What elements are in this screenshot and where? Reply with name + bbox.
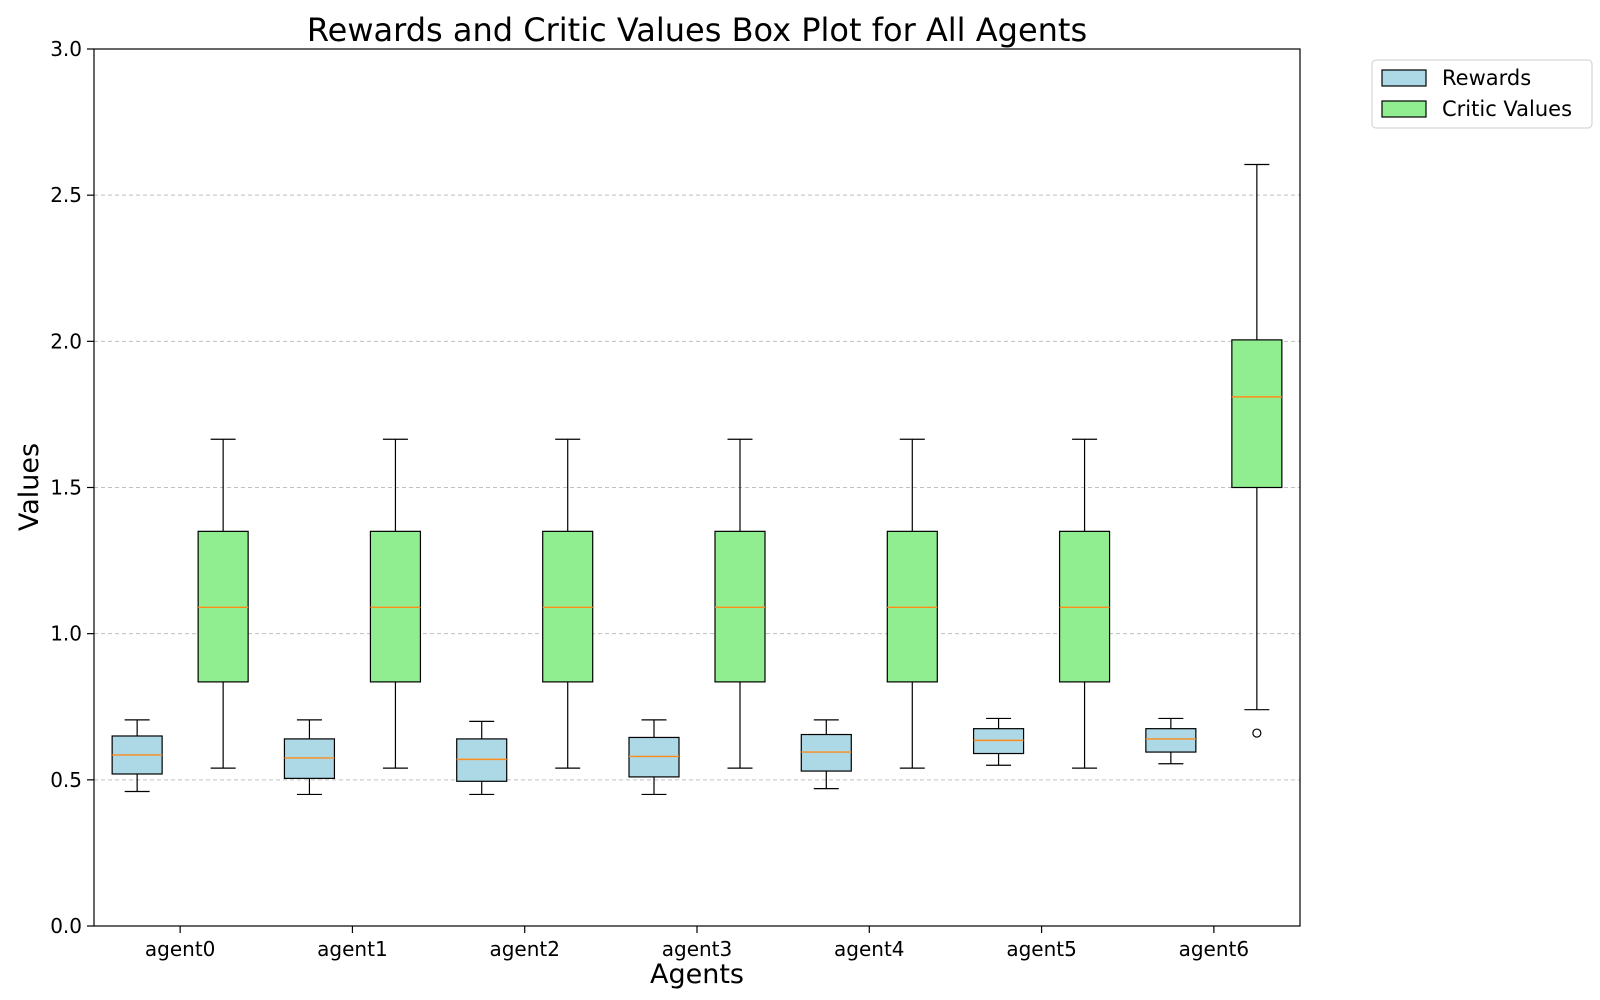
box-body	[1231, 339, 1283, 489]
legend-frame	[1371, 59, 1593, 129]
legend-entry-critic-values: Critic Values	[1381, 97, 1572, 121]
y-tick-label: 0.5	[50, 768, 82, 792]
box-series-layer	[111, 163, 1283, 796]
x-tick-label: agent6	[1179, 937, 1250, 961]
x-axis: agent0 agent1 agent2 agent3 agent4 agent5 agen…	[145, 926, 1249, 961]
box-body	[1058, 530, 1111, 683]
box-body	[456, 738, 508, 782]
y-tick-label: 1.0	[50, 622, 82, 646]
box-rewards-agent0	[111, 719, 163, 793]
legend-swatch-rewards	[1381, 69, 1427, 87]
box-critic-values-agent6	[1231, 163, 1283, 738]
outlier-point	[1252, 728, 1262, 738]
y-tick-label: 3.0	[50, 37, 82, 61]
box-critic-values-agent5	[1058, 438, 1111, 769]
box-critic-values-agent3	[714, 438, 766, 769]
box-critic-values-agent1	[369, 438, 422, 769]
box-body	[542, 530, 594, 683]
y-axis: 0.0 0.5 1.0 1.5 2.0 2.5 3.0	[50, 37, 94, 938]
box-rewards-agent1	[283, 719, 336, 796]
x-tick-label: agent4	[834, 937, 905, 961]
x-axis-label: Agents	[650, 959, 744, 990]
box-rewards-agent2	[456, 720, 508, 796]
legend-entry-rewards: Rewards	[1381, 66, 1531, 90]
legend: Rewards Critic Values	[1371, 59, 1593, 129]
box-body	[197, 530, 249, 683]
box-body	[886, 530, 938, 683]
box-body	[628, 736, 680, 778]
box-rewards-agent3	[628, 719, 680, 796]
x-tick-label: agent5	[1006, 937, 1077, 961]
box-body	[283, 738, 336, 779]
box-critic-values-agent2	[542, 438, 594, 769]
box-critic-values-agent4	[886, 438, 938, 769]
x-tick-label: agent2	[489, 937, 560, 961]
chart-title: Rewards and Critic Values Box Plot for A…	[307, 11, 1087, 49]
box-body	[972, 728, 1025, 755]
x-tick-label: agent0	[145, 937, 216, 961]
legend-label-critic-values: Critic Values	[1442, 97, 1572, 121]
x-tick-label: agent3	[662, 937, 733, 961]
legend-swatch-critic-values	[1381, 100, 1427, 118]
y-tick-label: 2.5	[50, 183, 82, 207]
box-body	[800, 733, 852, 772]
box-body	[714, 530, 766, 683]
box-rewards-agent5	[972, 717, 1025, 766]
x-tick-label: agent1	[317, 937, 388, 961]
legend-label-rewards: Rewards	[1442, 66, 1531, 90]
box-body	[369, 530, 422, 683]
box-critic-values-agent0	[197, 438, 249, 769]
box-body	[1145, 728, 1197, 753]
y-tick-label: 0.0	[50, 914, 82, 938]
y-tick-label: 2.0	[50, 329, 82, 353]
box-rewards-agent6	[1145, 717, 1197, 765]
y-tick-label: 1.5	[50, 476, 82, 500]
grid-lines	[94, 194, 1300, 781]
y-axis-label: Values	[14, 443, 45, 531]
box-rewards-agent4	[800, 719, 852, 790]
